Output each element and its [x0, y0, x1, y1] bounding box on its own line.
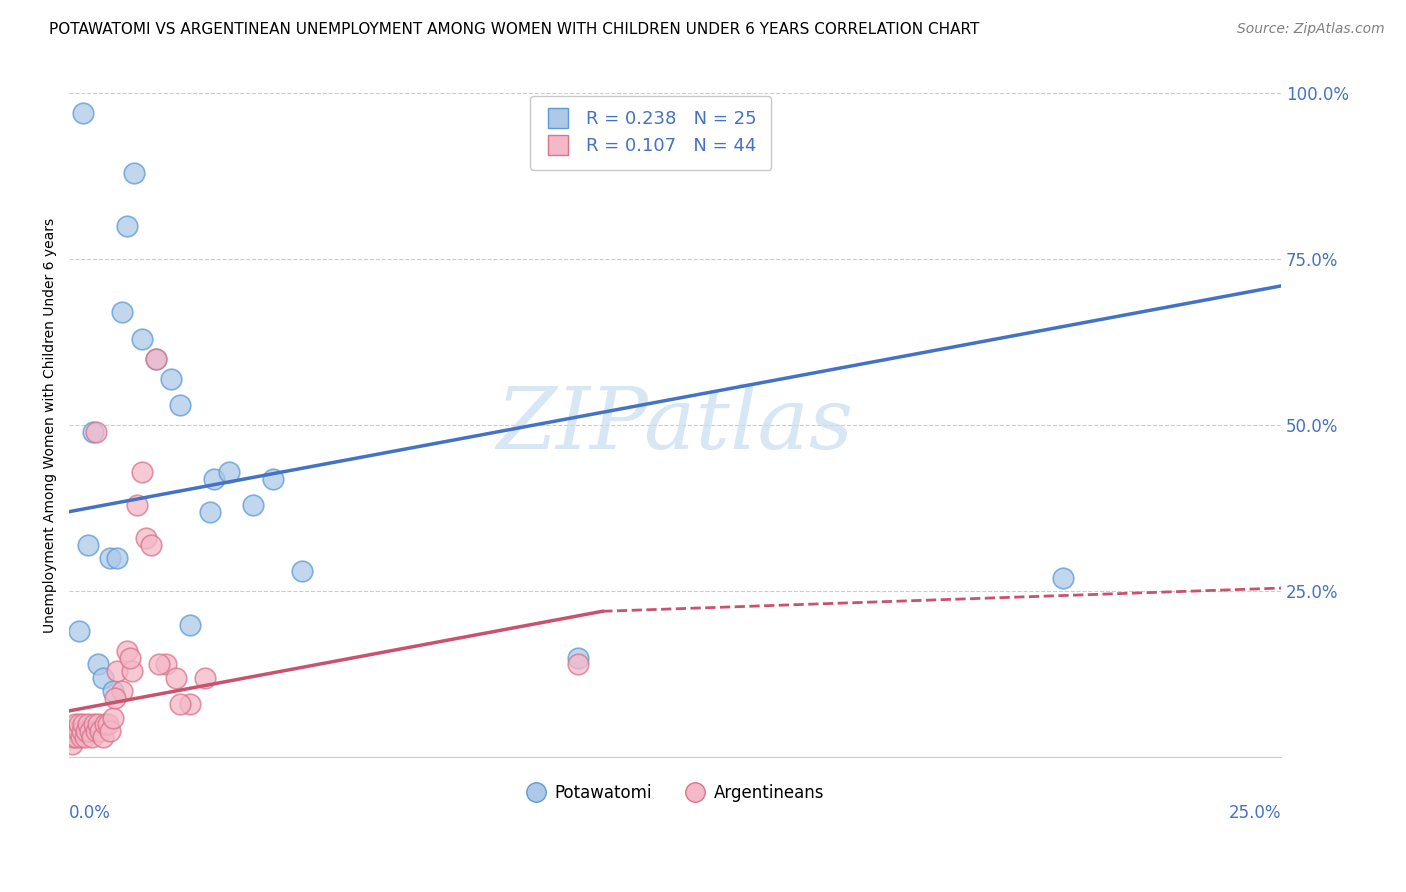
Point — [111, 305, 134, 319]
Point — [62, 723, 84, 738]
Point — [83, 717, 105, 731]
Point — [131, 332, 153, 346]
Point — [77, 538, 100, 552]
Point — [91, 731, 114, 745]
Point — [94, 717, 117, 731]
Point — [165, 671, 187, 685]
Point — [262, 471, 284, 485]
Point — [70, 723, 93, 738]
Point — [218, 465, 240, 479]
Point — [179, 698, 201, 712]
Point — [84, 723, 107, 738]
Legend: Potawatomi, Argentineans: Potawatomi, Argentineans — [519, 778, 831, 809]
Point — [148, 657, 170, 672]
Point — [198, 505, 221, 519]
Point — [1052, 571, 1074, 585]
Point — [145, 351, 167, 366]
Point — [115, 644, 138, 658]
Point — [121, 664, 143, 678]
Text: 25.0%: 25.0% — [1229, 804, 1281, 822]
Point — [169, 698, 191, 712]
Point — [242, 498, 264, 512]
Y-axis label: Unemployment Among Women with Children Under 6 years: Unemployment Among Women with Children U… — [44, 218, 58, 633]
Point — [60, 731, 83, 745]
Point — [65, 731, 87, 745]
Point — [98, 723, 121, 738]
Point — [67, 624, 90, 639]
Point — [124, 166, 146, 180]
Point — [97, 717, 120, 731]
Point — [194, 671, 217, 685]
Point — [69, 731, 91, 745]
Point — [101, 684, 124, 698]
Point — [179, 617, 201, 632]
Point — [67, 717, 90, 731]
Point — [125, 498, 148, 512]
Point — [567, 650, 589, 665]
Point — [135, 531, 157, 545]
Point — [98, 551, 121, 566]
Point — [82, 425, 104, 439]
Text: POTAWATOMI VS ARGENTINEAN UNEMPLOYMENT AMONG WOMEN WITH CHILDREN UNDER 6 YEARS C: POTAWATOMI VS ARGENTINEAN UNEMPLOYMENT A… — [49, 22, 980, 37]
Point — [145, 351, 167, 366]
Point — [141, 538, 163, 552]
Point — [89, 723, 111, 738]
Point — [118, 650, 141, 665]
Point — [291, 565, 314, 579]
Point — [202, 471, 225, 485]
Point — [87, 717, 110, 731]
Text: ZIPatlas: ZIPatlas — [496, 384, 853, 467]
Point — [107, 664, 129, 678]
Point — [107, 551, 129, 566]
Point — [73, 731, 96, 745]
Point — [101, 710, 124, 724]
Point — [72, 106, 94, 120]
Point — [87, 657, 110, 672]
Point — [104, 690, 127, 705]
Point — [63, 731, 86, 745]
Point — [155, 657, 177, 672]
Point — [111, 684, 134, 698]
Point — [84, 425, 107, 439]
Point — [79, 723, 101, 738]
Point — [131, 465, 153, 479]
Text: 0.0%: 0.0% — [69, 804, 111, 822]
Point — [66, 723, 89, 738]
Point — [65, 717, 87, 731]
Point — [91, 671, 114, 685]
Point — [115, 219, 138, 234]
Point — [75, 723, 97, 738]
Point — [567, 657, 589, 672]
Point — [169, 399, 191, 413]
Point — [60, 737, 83, 751]
Point — [72, 717, 94, 731]
Point — [159, 372, 181, 386]
Point — [82, 731, 104, 745]
Text: Source: ZipAtlas.com: Source: ZipAtlas.com — [1237, 22, 1385, 37]
Point — [77, 717, 100, 731]
